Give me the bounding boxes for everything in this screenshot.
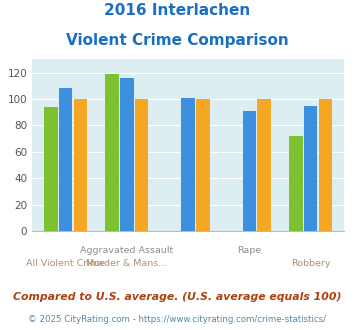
Text: 2016 Interlachen: 2016 Interlachen: [104, 3, 251, 18]
Bar: [289, 136, 303, 231]
Bar: [319, 99, 332, 231]
Legend: Interlachen, Florida, National: Interlachen, Florida, National: [44, 326, 333, 330]
Bar: [257, 99, 271, 231]
Bar: [105, 74, 119, 231]
Bar: [304, 106, 317, 231]
Bar: [196, 99, 209, 231]
Text: Rape: Rape: [237, 246, 262, 255]
Bar: [120, 78, 133, 231]
Bar: [73, 99, 87, 231]
Bar: [59, 88, 72, 231]
Text: Aggravated Assault: Aggravated Assault: [80, 246, 174, 255]
Text: Violent Crime Comparison: Violent Crime Comparison: [66, 33, 289, 48]
Text: Murder & Mans...: Murder & Mans...: [86, 259, 168, 268]
Text: © 2025 CityRating.com - https://www.cityrating.com/crime-statistics/: © 2025 CityRating.com - https://www.city…: [28, 315, 327, 324]
Text: Compared to U.S. average. (U.S. average equals 100): Compared to U.S. average. (U.S. average …: [13, 292, 342, 302]
Bar: [243, 111, 256, 231]
Bar: [181, 98, 195, 231]
Bar: [44, 107, 58, 231]
Bar: [135, 99, 148, 231]
Text: All Violent Crime: All Violent Crime: [26, 259, 105, 268]
Text: Robbery: Robbery: [291, 259, 331, 268]
